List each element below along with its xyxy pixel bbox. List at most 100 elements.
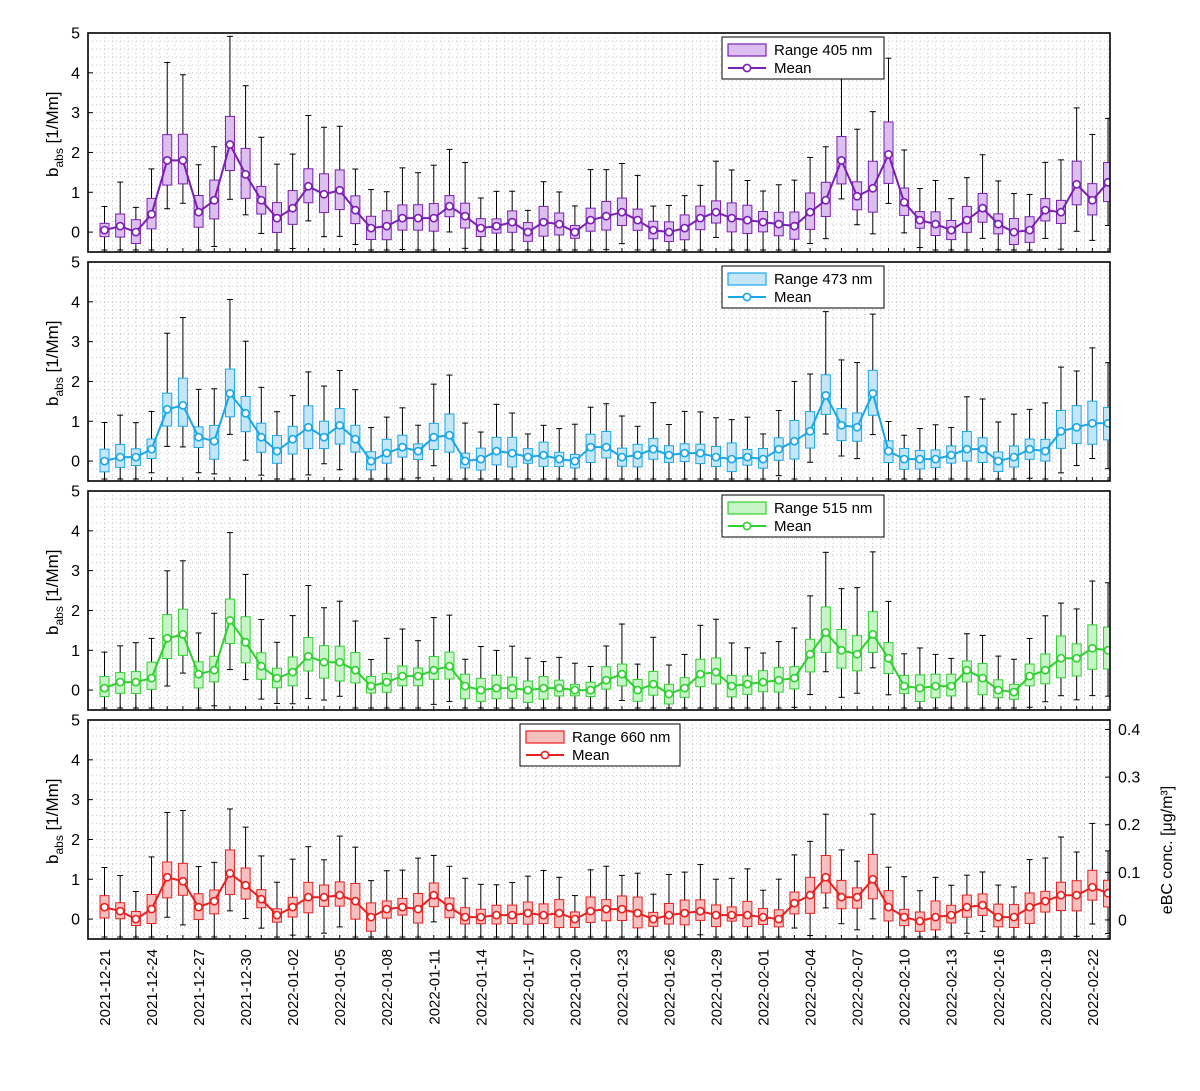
mean-marker <box>319 657 329 667</box>
mean-series <box>100 616 1110 699</box>
mean-marker <box>633 908 643 918</box>
mean-marker <box>790 436 799 446</box>
mean-marker <box>868 183 878 193</box>
mean-marker <box>303 181 313 191</box>
mean-marker <box>742 910 752 920</box>
legend-mean-label: Mean <box>774 289 812 306</box>
mean-marker <box>194 432 203 442</box>
mean-marker <box>303 892 313 902</box>
mean-marker <box>805 207 815 217</box>
mean-marker <box>288 667 298 677</box>
mean-marker <box>1009 687 1019 697</box>
mean-marker <box>476 223 486 233</box>
y2-axis-label: eBC conc. [μg/m³] <box>1159 786 1176 914</box>
mean-marker <box>774 914 784 924</box>
mean-marker <box>805 890 815 900</box>
legend-mean-marker <box>742 292 752 302</box>
x-tick-label: 2021-12-27 <box>191 949 208 1026</box>
mean-marker <box>147 444 156 454</box>
mean-marker <box>962 444 972 454</box>
mean-marker <box>366 456 376 466</box>
mean-marker <box>1120 189 1127 196</box>
plot-frame <box>87 719 1111 940</box>
mean-marker <box>492 910 501 920</box>
legend-range-swatch <box>727 501 767 515</box>
mean-marker <box>648 444 658 454</box>
mean-marker <box>507 217 517 227</box>
mean-marker <box>335 185 345 195</box>
mean-marker <box>852 892 862 902</box>
mean-marker <box>131 452 141 462</box>
mean-marker <box>695 448 705 458</box>
mean-marker <box>601 442 611 452</box>
mean-marker <box>241 637 251 647</box>
mean-marker <box>256 195 266 205</box>
mean-marker <box>962 902 972 912</box>
mean-marker <box>209 195 219 205</box>
y-tick-label: 4 <box>71 523 80 540</box>
mean-marker <box>711 452 721 462</box>
mean-marker <box>382 221 392 231</box>
mean-marker <box>382 448 392 458</box>
mean-marker <box>178 156 188 165</box>
mean-marker <box>931 681 940 691</box>
mean-marker <box>209 896 219 906</box>
y-axis-label: babs [1/Mm] <box>43 92 66 178</box>
mean-marker <box>523 685 533 695</box>
mean-marker <box>366 912 376 922</box>
mean-marker <box>617 669 627 679</box>
y-axis: 0 1 2 3 4 5 <box>71 484 1109 710</box>
mean-marker <box>194 207 203 217</box>
mean-marker <box>617 207 627 217</box>
mean-marker <box>194 669 203 679</box>
mean-marker <box>1103 418 1110 428</box>
mean-marker <box>319 892 329 902</box>
x-tick-label: 2022-01-26 <box>661 949 678 1026</box>
mean-marker <box>695 906 705 916</box>
mean-marker <box>147 673 156 683</box>
mean-marker <box>350 896 360 906</box>
y-tick-label: 1 <box>71 414 80 431</box>
mean-marker <box>648 914 658 924</box>
mean-marker <box>100 683 109 693</box>
mean-marker <box>382 904 392 914</box>
mean-marker <box>1072 653 1082 663</box>
mean-marker <box>946 681 956 691</box>
mean-marker <box>115 221 125 231</box>
mean-marker <box>1056 207 1066 217</box>
mean-marker <box>727 454 737 464</box>
mean-marker <box>790 673 799 683</box>
mean-marker <box>837 645 846 655</box>
mean-marker <box>1025 225 1035 235</box>
mean-marker <box>147 209 156 219</box>
mean-marker <box>774 444 784 454</box>
mean-marker <box>884 150 893 159</box>
mean-marker <box>366 681 376 691</box>
mean-marker <box>209 436 219 446</box>
mean-marker <box>884 446 893 456</box>
mean-marker <box>617 904 627 914</box>
box-body <box>1119 175 1128 209</box>
mean-marker <box>523 452 533 462</box>
mean-marker <box>350 665 360 675</box>
mean-marker <box>821 872 831 882</box>
mean-marker <box>946 225 956 235</box>
plot-frame <box>87 490 1111 711</box>
mean-marker <box>680 223 690 233</box>
mean-marker <box>1056 653 1066 663</box>
mean-marker <box>601 211 611 221</box>
x-tick-label: 2021-12-21 <box>97 949 114 1026</box>
mean-marker <box>633 685 643 695</box>
mean-marker <box>241 880 251 890</box>
y-tick-label: 3 <box>71 105 80 122</box>
mean-marker <box>225 388 235 398</box>
mean-marker <box>147 904 156 914</box>
mean-marker <box>946 910 956 920</box>
mean-marker <box>539 450 548 460</box>
mean-marker <box>821 627 831 637</box>
mean-marker <box>884 902 893 912</box>
y-tick-label: 3 <box>71 563 80 580</box>
mean-marker <box>821 195 831 205</box>
